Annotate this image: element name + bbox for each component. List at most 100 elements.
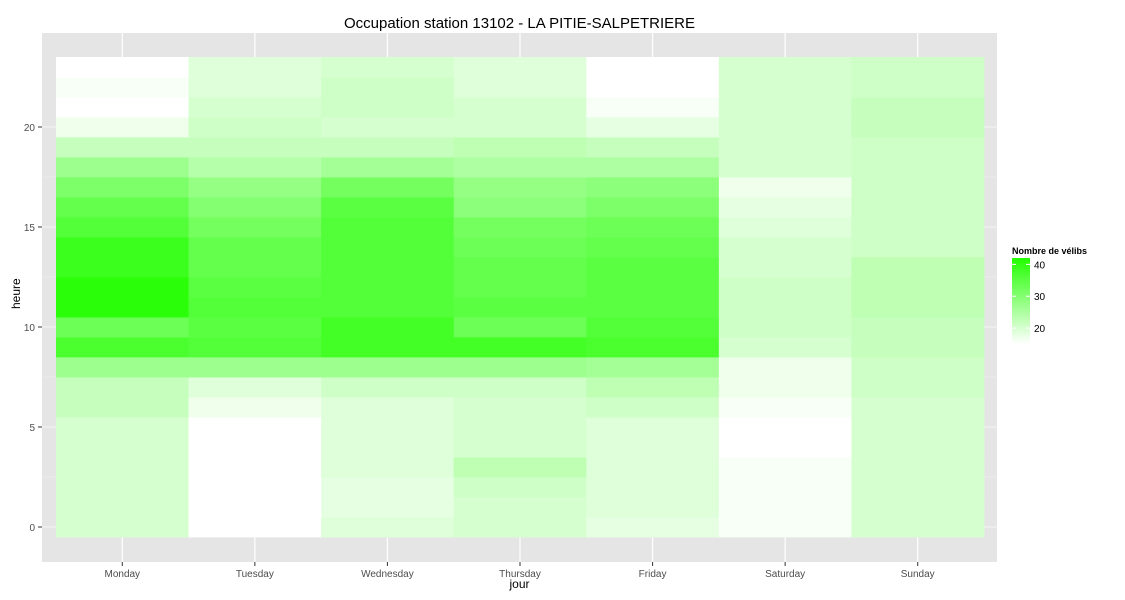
heatmap-cell (321, 77, 455, 98)
heatmap-cell (453, 257, 587, 278)
heatmap-cell (321, 117, 455, 138)
heatmap-cell (851, 77, 985, 98)
heatmap-cell (56, 137, 189, 158)
heatmap-cell (586, 197, 720, 218)
heatmap-cell (321, 237, 455, 258)
heatmap-cell (453, 357, 587, 378)
heatmap-cell (453, 457, 587, 478)
colorbar-tick-label: 40 (1034, 260, 1046, 271)
heatmap-cell (56, 237, 189, 258)
heatmap-cell (718, 137, 852, 158)
heatmap-cell (718, 357, 852, 378)
heatmap-cell (453, 57, 587, 78)
heatmap-cell (188, 377, 322, 398)
heatmap-cell (188, 437, 322, 458)
heatmap-cell (851, 197, 985, 218)
heatmap-cell (851, 477, 985, 498)
heatmap-cell (56, 57, 189, 78)
heatmap-cell (321, 57, 455, 78)
heatmap-cell (56, 157, 189, 178)
heatmap-cell (453, 377, 587, 398)
heatmap-cell (851, 177, 985, 198)
heatmap-tiles (56, 57, 985, 538)
heatmap-cell (718, 417, 852, 438)
heatmap-cell (586, 457, 720, 478)
heatmap-cell (321, 377, 455, 398)
heatmap-cell (321, 97, 455, 118)
heatmap-cell (718, 437, 852, 458)
heatmap-cell (188, 157, 322, 178)
heatmap-cell (56, 417, 189, 438)
heatmap-cell (56, 177, 189, 198)
y-tick-label: 5 (29, 423, 35, 434)
heatmap-cell (586, 517, 720, 538)
heatmap-cell (851, 317, 985, 338)
heatmap-cell (586, 57, 720, 78)
x-tick-label: Tuesday (236, 569, 274, 580)
heatmap-cell (321, 517, 455, 538)
heatmap-cell (453, 157, 587, 178)
heatmap-cell (718, 277, 852, 298)
x-tick-label: Monday (104, 569, 140, 580)
heatmap-cell (586, 317, 720, 338)
heatmap-cell (321, 497, 455, 518)
heatmap-cell (188, 477, 322, 498)
heatmap-cell (321, 277, 455, 298)
heatmap-cell (453, 397, 587, 418)
heatmap-cell (453, 117, 587, 138)
heatmap-cell (188, 217, 322, 238)
heatmap-cell (718, 157, 852, 178)
heatmap-cell (321, 317, 455, 338)
heatmap-cell (56, 477, 189, 498)
heatmap-cell (453, 437, 587, 458)
heatmap-cell (56, 317, 189, 338)
heatmap-cell (851, 337, 985, 358)
heatmap-cell (586, 217, 720, 238)
heatmap-cell (851, 57, 985, 78)
heatmap-cell (718, 77, 852, 98)
x-tick-label: Saturday (765, 569, 805, 580)
heatmap-cell (453, 137, 587, 158)
y-tick-label: 10 (24, 323, 36, 334)
heatmap-cell (188, 277, 322, 298)
heatmap-cell (586, 497, 720, 518)
heatmap-cell (56, 77, 189, 98)
heatmap-cell (321, 157, 455, 178)
heatmap-cell (321, 397, 455, 418)
x-tick-label: Sunday (901, 569, 935, 580)
heatmap-cell (851, 397, 985, 418)
colorbar-tick-label: 20 (1034, 324, 1046, 335)
heatmap-cell (321, 337, 455, 358)
heatmap-cell (56, 217, 189, 238)
colorbar-legend: Nombre de vélibs 20 30 40 (1012, 246, 1087, 344)
heatmap-cell (718, 57, 852, 78)
heatmap-cell (453, 77, 587, 98)
heatmap-cell (188, 137, 322, 158)
heatmap-cell (586, 77, 720, 98)
heatmap-cell (453, 417, 587, 438)
heatmap-cell (453, 177, 587, 198)
heatmap-cell (453, 337, 587, 358)
heatmap-cell (718, 497, 852, 518)
heatmap-cell (188, 257, 322, 278)
x-tick-label: Thursday (499, 569, 541, 580)
heatmap-cell (188, 297, 322, 318)
heatmap-cell (321, 357, 455, 378)
heatmap-cell (188, 57, 322, 78)
heatmap-cell (718, 237, 852, 258)
heatmap-cell (586, 137, 720, 158)
heatmap-cell (56, 117, 189, 138)
colorbar-gradient (1012, 258, 1030, 344)
heatmap-cell (586, 257, 720, 278)
heatmap-cell (188, 77, 322, 98)
heatmap-cell (851, 257, 985, 278)
heatmap-cell (851, 277, 985, 298)
heatmap-cell (188, 197, 322, 218)
heatmap-cell (188, 497, 322, 518)
heatmap-cell (321, 437, 455, 458)
heatmap-cell (188, 517, 322, 538)
heatmap-cell (56, 497, 189, 518)
heatmap-cell (56, 97, 189, 118)
heatmap-cell (586, 297, 720, 318)
